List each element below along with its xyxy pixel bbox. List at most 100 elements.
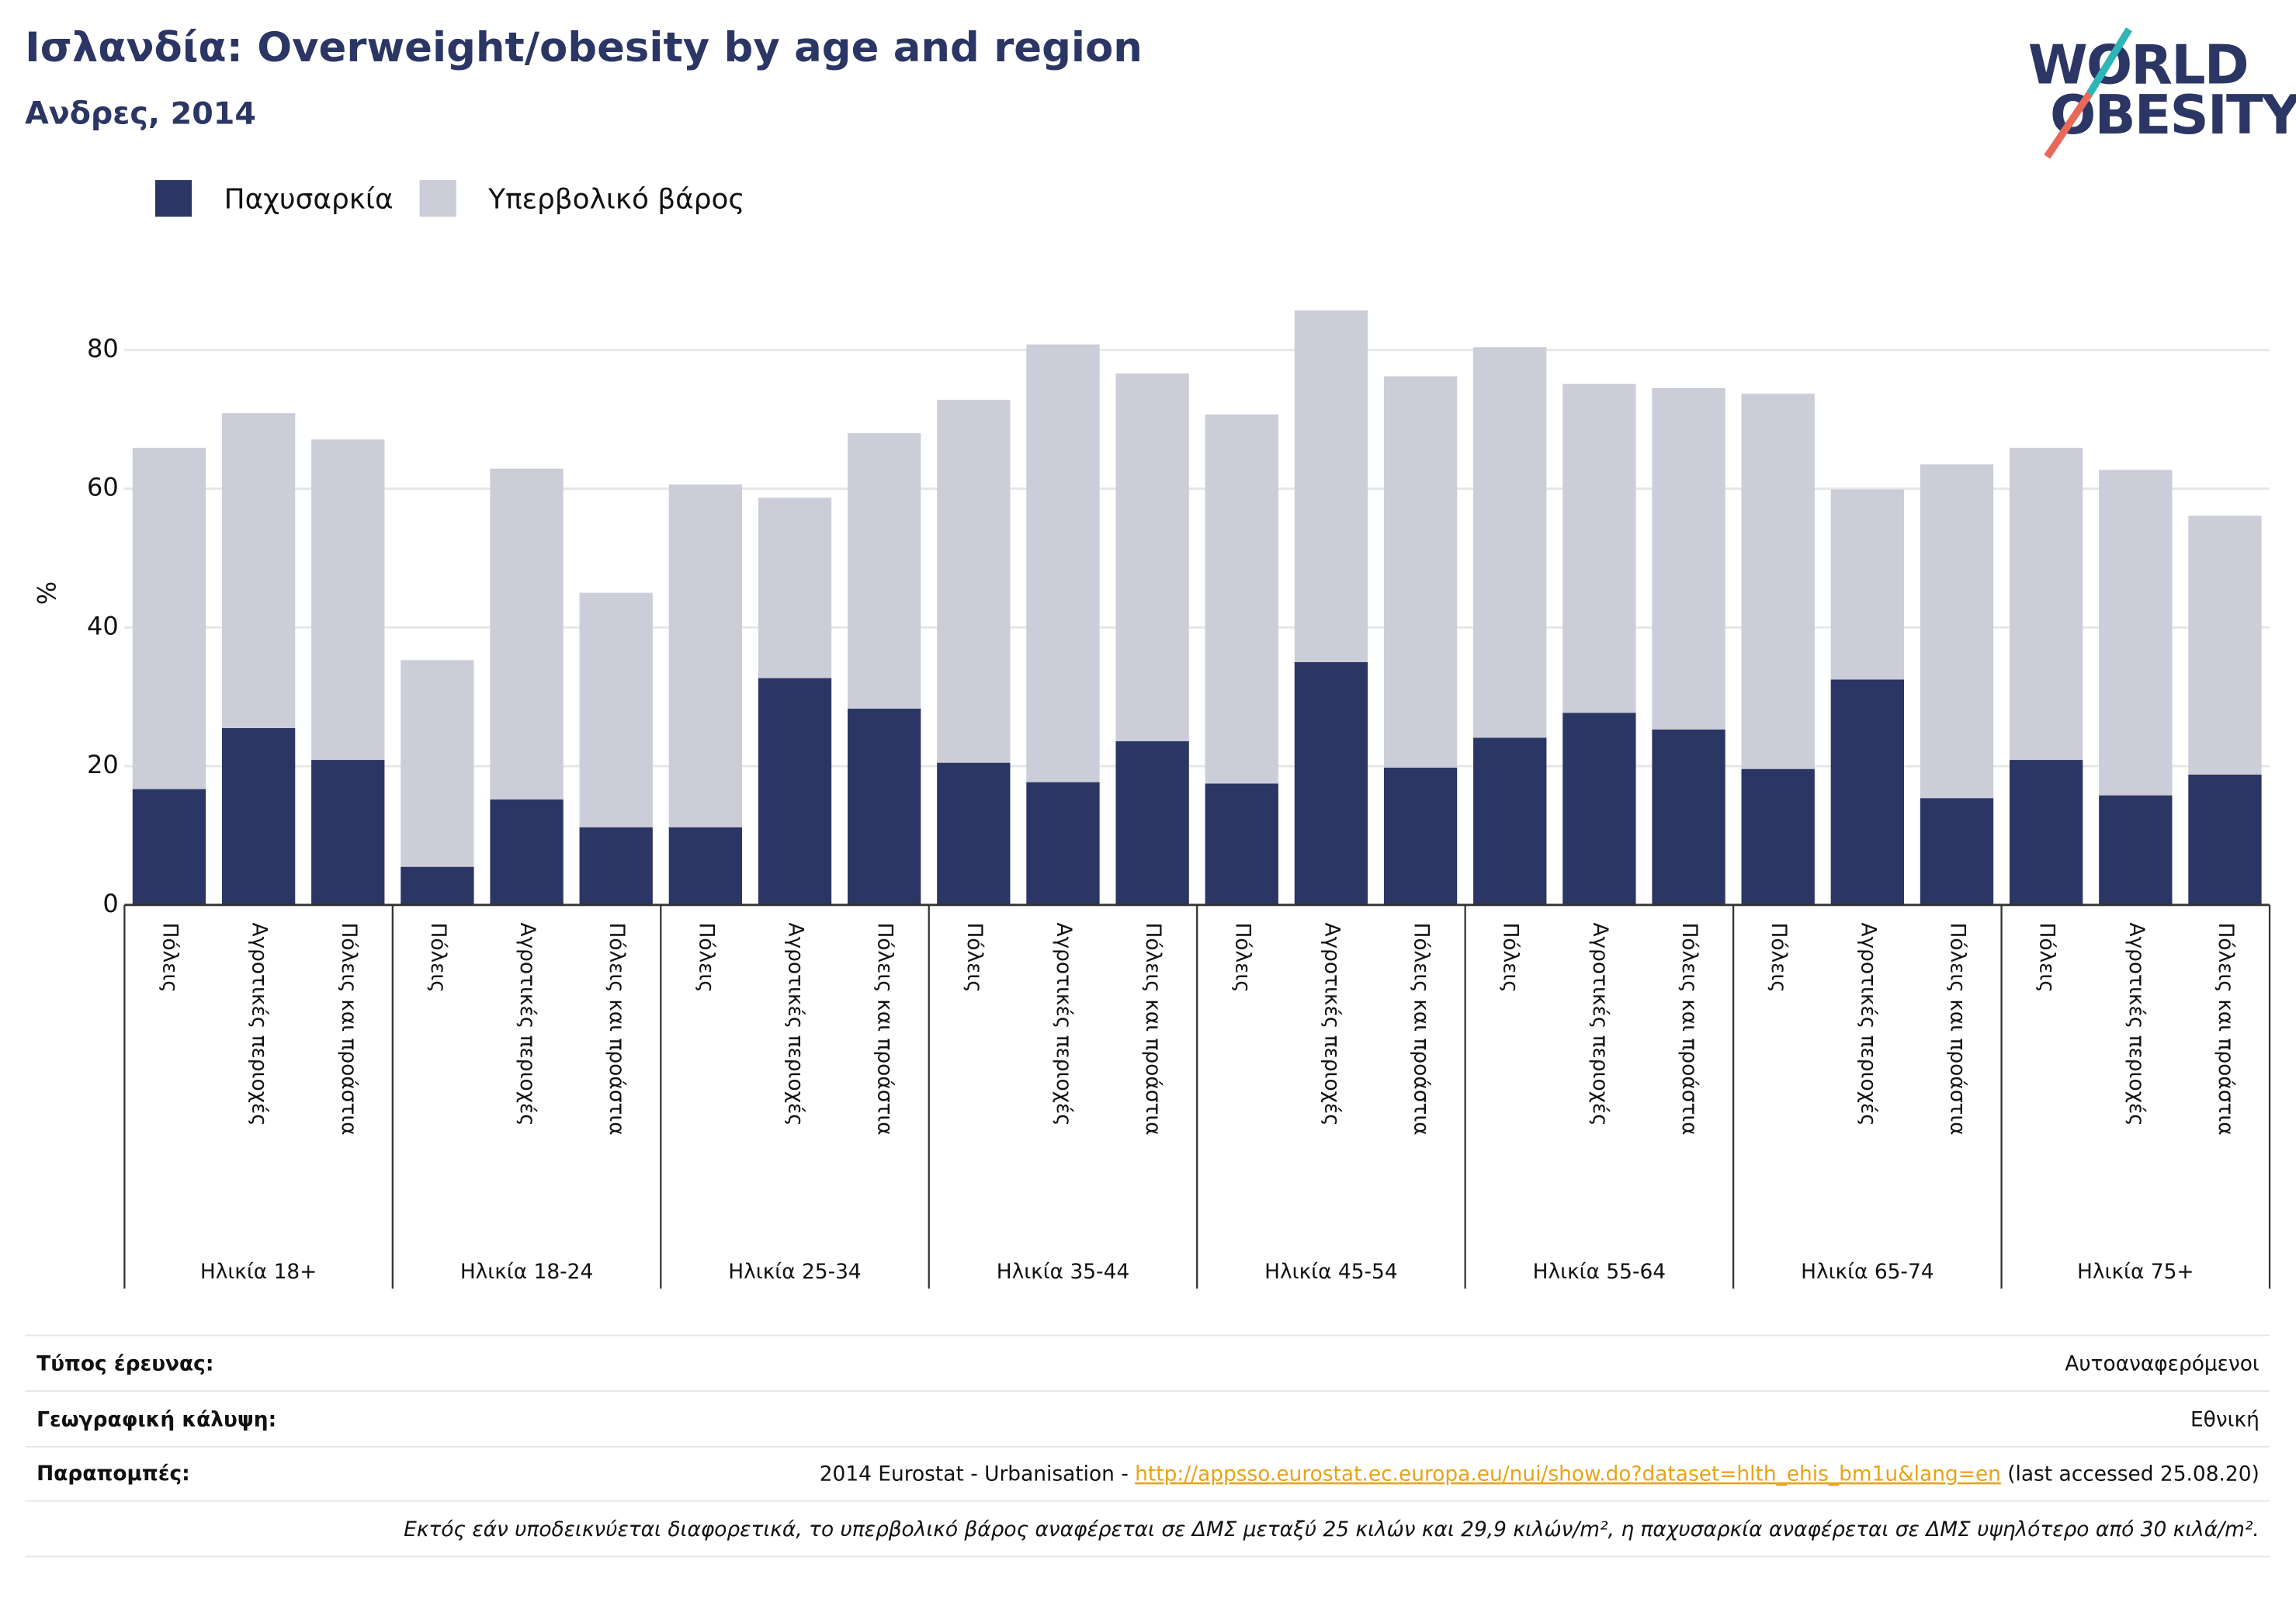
group-label: Ηλικία 25-34 bbox=[728, 1260, 861, 1284]
bar-segment bbox=[668, 484, 743, 827]
group-label: Ηλικία 55-64 bbox=[1533, 1260, 1666, 1284]
y-tick-label: 20 bbox=[87, 750, 119, 779]
bar-segment bbox=[2188, 515, 2262, 775]
bar-segment bbox=[2099, 470, 2173, 796]
bar-segment bbox=[1383, 376, 1458, 768]
row-value: Εθνική bbox=[2190, 1407, 2260, 1431]
bar-segment bbox=[221, 413, 296, 728]
x-tick-label: Αγροτικές περιοχές bbox=[1320, 922, 1344, 1126]
bar-segment bbox=[1294, 310, 1368, 663]
x-tick-label: Αγροτικές περιοχές bbox=[248, 922, 272, 1126]
x-tick-label: Πόλεις bbox=[426, 922, 450, 992]
x-tick-label: Πόλεις και προάστια bbox=[2214, 922, 2238, 1135]
y-tick-label: 0 bbox=[102, 889, 118, 918]
legend-swatch bbox=[154, 180, 192, 217]
bar-segment bbox=[937, 400, 1011, 763]
bar-segment bbox=[1920, 464, 1994, 799]
bar-segment bbox=[2009, 760, 2083, 905]
x-tick-label: Πόλεις και προάστια bbox=[1945, 922, 1969, 1135]
x-tick-label: Πόλεις bbox=[158, 922, 182, 992]
bar-segment bbox=[2099, 795, 2173, 905]
bar-segment bbox=[1473, 347, 1547, 738]
x-tick-label: Αγροτικές περιοχές bbox=[515, 922, 539, 1126]
bar-segment bbox=[1383, 767, 1458, 905]
bar-segment bbox=[758, 498, 832, 678]
logo: WORLD OBESITY bbox=[2028, 27, 2296, 159]
bar-segment bbox=[1026, 782, 1100, 905]
bar-segment bbox=[1741, 768, 1815, 905]
x-tick-label: Πόλεις bbox=[694, 922, 718, 992]
subtitle: Ανδρες, 2014 bbox=[25, 96, 256, 132]
footer: Τύπος έρευνας: Αυτοαναφερόμενοι Γεωγραφι… bbox=[25, 1334, 2270, 1558]
bar-segment bbox=[1652, 388, 1725, 730]
y-tick-label: 40 bbox=[87, 611, 119, 640]
x-tick-label: Πόλεις bbox=[962, 922, 987, 992]
bar-segment bbox=[221, 727, 296, 905]
group-label: Ηλικία 75+ bbox=[2077, 1260, 2194, 1284]
x-tick-label: Πόλεις και προάστια bbox=[605, 922, 629, 1135]
x-tick-label: Πόλεις bbox=[1767, 922, 1791, 992]
bar-segment bbox=[132, 447, 206, 789]
bar-segment bbox=[401, 660, 474, 867]
bar-segment bbox=[1830, 489, 1904, 680]
bar-segment bbox=[1562, 383, 1636, 713]
x-tick-label: Πόλεις και προάστια bbox=[1677, 922, 1701, 1135]
title: Ισλανδία: Overweight/obesity by age and … bbox=[25, 24, 1143, 71]
bar-segment bbox=[1205, 783, 1278, 905]
bar-segment bbox=[579, 592, 653, 827]
bar-segment bbox=[1026, 344, 1100, 782]
references: 2014 Eurostat - Urbanisation - http://ap… bbox=[820, 1462, 2260, 1486]
bar-segment bbox=[1562, 713, 1636, 905]
bar-segment bbox=[2009, 447, 2083, 761]
legend-label: Υπερβολικό βάρος bbox=[487, 183, 744, 215]
bar-segment bbox=[937, 762, 1011, 905]
bar-segment bbox=[1830, 679, 1904, 905]
x-tick-label: Πόλεις και προάστια bbox=[1141, 922, 1165, 1135]
x-tick-label: Πόλεις bbox=[1230, 922, 1254, 992]
row-label: Παραπομπές: bbox=[36, 1462, 190, 1486]
ref-prefix: 2014 Eurostat - Urbanisation - bbox=[820, 1462, 1135, 1486]
bar-segment bbox=[490, 468, 564, 800]
group-label: Ηλικία 18-24 bbox=[460, 1260, 593, 1284]
bar-segment bbox=[1741, 394, 1815, 769]
row-value: Αυτοαναφερόμενοι bbox=[2065, 1352, 2260, 1376]
note: Εκτός εάν υποδεικνύεται διαφορετικά, το … bbox=[404, 1517, 2260, 1542]
row-label: Γεωγραφική κάλυψη: bbox=[36, 1407, 276, 1431]
legend-label: Παχυσαρκία bbox=[224, 183, 394, 215]
x-tick-label: Αγροτικές περιοχές bbox=[1588, 922, 1612, 1126]
bar-segment bbox=[1652, 729, 1725, 905]
logo-slash bbox=[2044, 92, 2093, 159]
group-label: Ηλικία 65-74 bbox=[1801, 1260, 1934, 1284]
bar-segment bbox=[848, 708, 921, 905]
y-tick-label: 80 bbox=[87, 334, 119, 363]
bar-segment bbox=[401, 866, 474, 905]
group-label: Ηλικία 45-54 bbox=[1264, 1260, 1397, 1284]
logo-line1: WORLD bbox=[2028, 34, 2248, 97]
ref-suffix: (last accessed 25.08.20) bbox=[2001, 1462, 2260, 1486]
bar-segment bbox=[132, 789, 206, 905]
row-label: Τύπος έρευνας: bbox=[36, 1352, 213, 1376]
bar-segment bbox=[1115, 373, 1189, 741]
x-tick-label: Αγροτικές περιοχές bbox=[1856, 922, 1880, 1126]
y-tick-label: 60 bbox=[87, 473, 119, 502]
ref-link[interactable]: http://appsso.eurostat.ec.europa.eu/nui/… bbox=[1135, 1462, 2001, 1486]
bar-segment bbox=[490, 799, 564, 905]
x-tick-label: Πόλεις bbox=[1499, 922, 1523, 992]
group-label: Ηλικία 35-44 bbox=[997, 1260, 1129, 1284]
bar-segment bbox=[1920, 798, 1994, 905]
bar-segment bbox=[1473, 737, 1547, 905]
x-tick-label: Πόλεις bbox=[2035, 922, 2059, 992]
x-tick-label: Αγροτικές περιοχές bbox=[1052, 922, 1076, 1126]
x-tick-label: Πόλεις και προάστια bbox=[337, 922, 361, 1135]
x-tick-label: Πόλεις και προάστια bbox=[873, 922, 897, 1135]
x-tick-label: Αγροτικές περιοχές bbox=[2124, 922, 2149, 1126]
bar-segment bbox=[848, 433, 921, 709]
x-tick-label: Αγροτικές περιοχές bbox=[784, 922, 808, 1126]
bar-segment bbox=[1205, 414, 1278, 784]
bar-segment bbox=[1115, 741, 1189, 905]
bar-segment bbox=[758, 678, 832, 905]
bar-segment bbox=[668, 827, 743, 905]
bar-segment bbox=[1294, 662, 1368, 905]
group-label: Ηλικία 18+ bbox=[200, 1260, 317, 1284]
